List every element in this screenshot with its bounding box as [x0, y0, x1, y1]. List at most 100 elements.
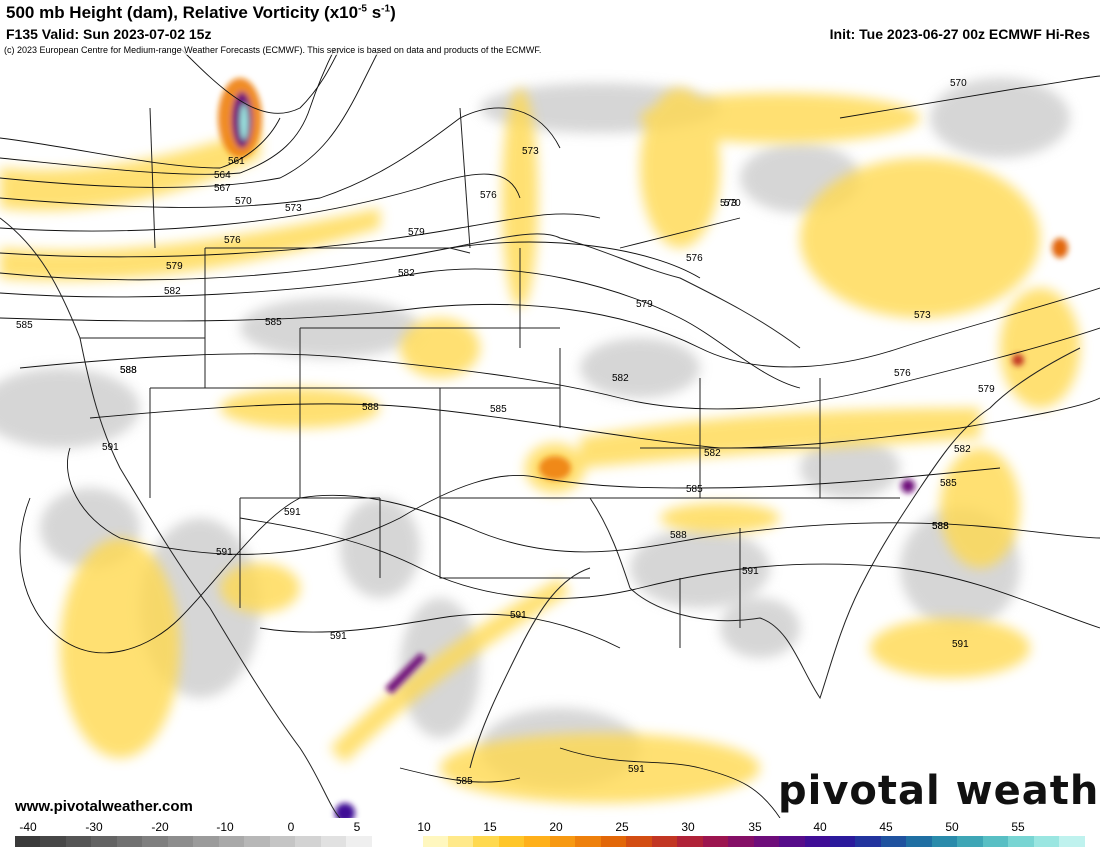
colorbar-tick-label: 55	[1011, 820, 1025, 834]
colorbar-tick-label: 50	[945, 820, 959, 834]
contour-label: 588	[932, 521, 949, 532]
contour-label: 591	[284, 507, 301, 518]
colorbar-tick-label: 45	[879, 820, 893, 834]
colorbar-segment	[804, 836, 830, 847]
contour-label: 570	[724, 198, 741, 209]
colorbar-segment	[651, 836, 678, 847]
colorbar-segment	[65, 836, 92, 847]
contour-label: 573	[285, 203, 302, 214]
colorbar-segment	[346, 836, 372, 847]
colorbar-tick-label: -10	[216, 820, 234, 834]
height-contours	[0, 48, 1100, 818]
contour-label: 573	[522, 146, 539, 157]
colorbar-segment	[779, 836, 805, 847]
colorbar-segment	[549, 836, 576, 847]
contour-label: 588	[120, 365, 137, 376]
colorbar-ticks: -40 -30 -20 -10 0 5 10 15 20 25 30 35 40 45 50 55	[0, 820, 1100, 834]
header: 500 mb Height (dam), Relative Vorticity …	[0, 0, 1100, 48]
colorbar-tick-label: 15	[483, 820, 497, 834]
colorbar-segment	[1008, 836, 1034, 847]
colorbar-segment	[830, 836, 856, 847]
contour-label: 579	[166, 261, 183, 272]
colorbar-segment	[167, 836, 194, 847]
colorbar-segment	[728, 836, 754, 847]
contour-label: 591	[742, 566, 759, 577]
colorbar-tick-label: -40	[19, 820, 37, 834]
weather-map: 570 561 564 567 570 573 576 579 582 585 …	[0, 48, 1100, 818]
contour-label: 585	[490, 404, 507, 415]
colorbar-segment	[855, 836, 881, 847]
colorbar-segment	[498, 836, 525, 847]
contour-label: 561	[228, 156, 245, 167]
colorbar-segment	[142, 836, 168, 847]
contour-label: 588	[120, 365, 137, 376]
colorbar-segment	[1059, 836, 1085, 847]
contour-label: 582	[164, 286, 181, 297]
contour-label: 576	[686, 253, 703, 264]
contour-label: 591	[628, 764, 645, 775]
colorbar-segment	[193, 836, 219, 847]
contour-label: 588	[362, 402, 379, 413]
contour-label: 585	[940, 478, 957, 489]
colorbar-tick-label: 10	[417, 820, 431, 834]
contour-label: 576	[894, 368, 911, 379]
map-canvas: 570 561 564 567 570 573 576 579 582 585 …	[0, 48, 1100, 818]
contour-label: 576	[224, 235, 241, 246]
colorbar-segment	[320, 836, 347, 847]
contour-label: 591	[102, 442, 119, 453]
copyright-notice: (c) 2023 European Centre for Medium-rang…	[4, 45, 542, 55]
colorbar-tick-label: 5	[353, 820, 361, 834]
map-title: 500 mb Height (dam), Relative Vorticity …	[6, 3, 396, 22]
contour-label: 570	[950, 78, 967, 89]
contour-label: 582	[398, 268, 415, 279]
init-time: Init: Tue 2023-06-27 00z ECMWF Hi-Res	[829, 26, 1090, 42]
strong-vorticity-cores	[218, 78, 1068, 818]
contour-labels: 570 561 564 567 570 573 576 579 582 585 …	[16, 78, 995, 787]
contour-label: 582	[612, 373, 629, 384]
colorbar-tick-label: 30	[681, 820, 695, 834]
colorbar-tick-label: -30	[85, 820, 103, 834]
colorbar-segment	[371, 836, 398, 847]
contour-label: 570	[235, 196, 252, 207]
colorbar-segment	[91, 836, 117, 847]
colorbar-segment	[447, 836, 474, 847]
contour-label: 564	[214, 170, 231, 181]
contour-label: 576	[480, 190, 497, 201]
colorbar-segment	[677, 836, 703, 847]
colorbar: -40 -30 -20 -10 0 5 10 15 20 25 30 35 40 45 50 55	[0, 818, 1100, 850]
colorbar-segment	[116, 836, 143, 847]
colorbar-segment	[40, 836, 66, 847]
contour-label: 582	[704, 448, 721, 459]
colorbar-segment	[957, 836, 983, 847]
contour-label: 585	[16, 320, 33, 331]
colorbar-segment	[753, 836, 780, 847]
contour-label: 582	[954, 444, 971, 455]
colorbar-segment	[1033, 836, 1060, 847]
pivotal-weather-logo: pivotal weather	[778, 768, 1100, 814]
colorbar-segment	[600, 836, 627, 847]
contour-label: 579	[408, 227, 425, 238]
contour-label: 567	[214, 183, 231, 194]
colorbar-segment	[982, 836, 1009, 847]
valid-time: F135 Valid: Sun 2023-07-02 15z	[6, 26, 212, 42]
colorbar-segment	[702, 836, 729, 847]
website-url: www.pivotalweather.com	[15, 798, 193, 815]
contour-label: 591	[216, 547, 233, 558]
colorbar-segment	[269, 836, 296, 847]
colorbar-tick-label: 40	[813, 820, 827, 834]
colorbar-tick-label: 35	[748, 820, 762, 834]
contour-label: 573	[720, 198, 737, 209]
colorbar-segment	[931, 836, 958, 847]
colorbar-strip	[15, 836, 1085, 847]
contour-label: 588	[670, 530, 687, 541]
contour-label: 579	[978, 384, 995, 395]
contour-label: 585	[265, 317, 282, 328]
contour-label: 573	[914, 310, 931, 321]
colorbar-segment	[244, 836, 270, 847]
political-boundaries	[0, 107, 1081, 818]
colorbar-segment	[906, 836, 932, 847]
colorbar-tick-label: 25	[615, 820, 629, 834]
colorbar-tick-label: 20	[549, 820, 563, 834]
contour-label: 588	[932, 521, 949, 532]
colorbar-segment	[524, 836, 550, 847]
